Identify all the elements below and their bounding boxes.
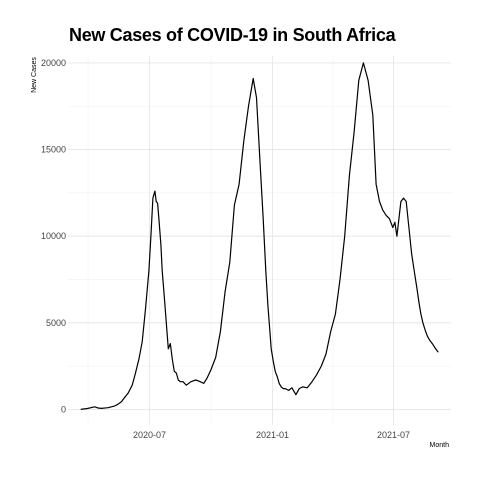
y-tick-label: 0 [61,404,66,414]
chart-title: New Cases of COVID-19 in South Africa [69,25,396,45]
minor-grid [68,56,451,425]
x-tick-label: 2020-07 [133,430,166,440]
y-tick-label: 15000 [41,145,66,155]
x-tick-label: 2021-01 [256,430,289,440]
y-tick-label: 10000 [41,231,66,241]
series-line [80,62,439,410]
series-layer [80,62,439,410]
x-axis-ticks: 2020-07 2021-01 2021-07 [133,430,410,440]
y-tick-label: 20000 [41,58,66,68]
y-tick-label: 5000 [46,318,66,328]
y-axis-title: New Cases [31,57,38,93]
y-axis-ticks: 0 5000 10000 15000 20000 [41,58,66,414]
x-axis-title: Month [430,442,450,449]
major-grid [68,56,451,425]
x-tick-label: 2021-07 [377,430,410,440]
